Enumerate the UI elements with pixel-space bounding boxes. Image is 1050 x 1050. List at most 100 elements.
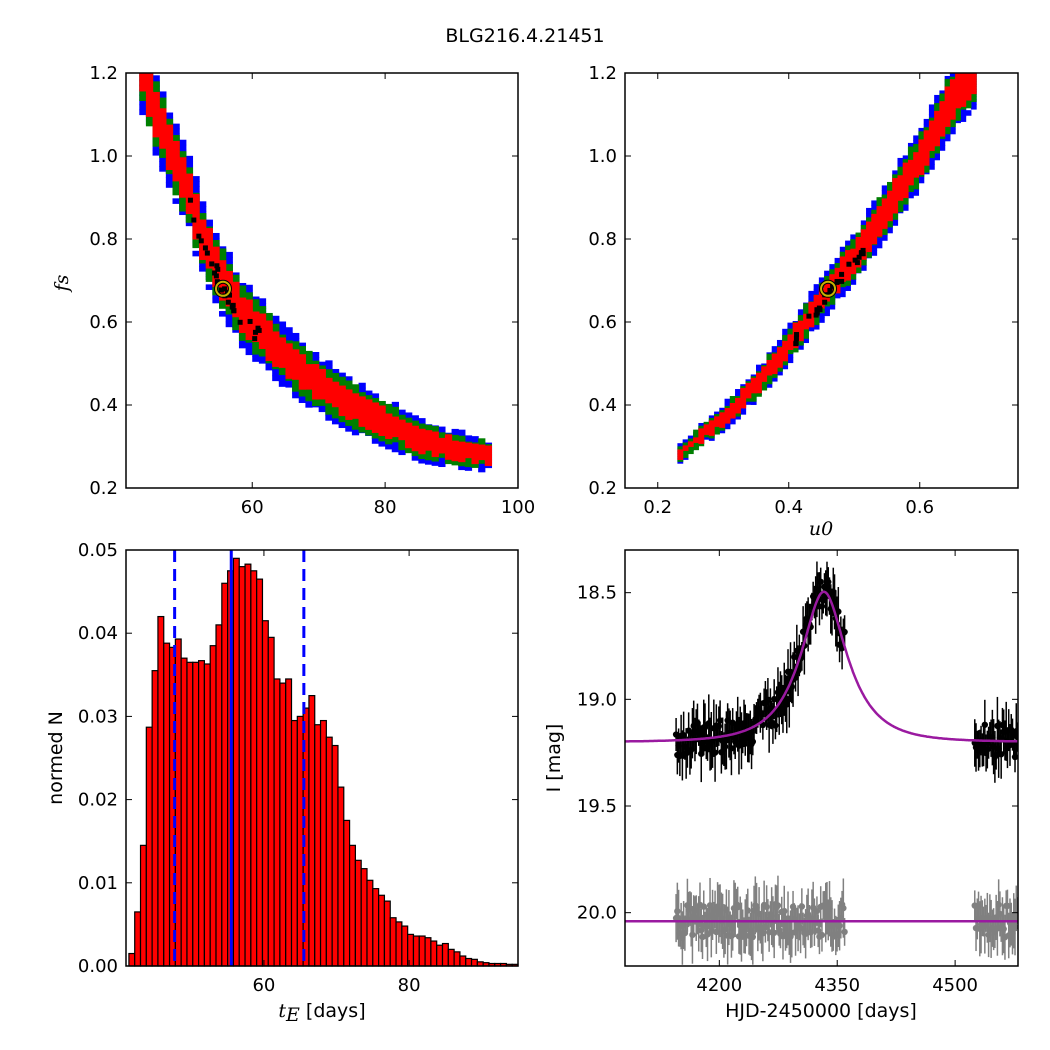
panel1-cell-green xyxy=(897,206,904,213)
panel0-cell-green xyxy=(391,436,400,443)
panel0-cell-black xyxy=(214,263,220,269)
panel1-cell-red xyxy=(949,89,956,95)
panel0-cell-red xyxy=(152,91,160,98)
panel0-cell-red xyxy=(351,393,360,399)
panel0-cell-green xyxy=(205,266,213,272)
panel1-cell-blue xyxy=(787,357,794,364)
panel0-cell-red xyxy=(358,396,366,402)
panel1-cell-red xyxy=(965,73,972,76)
panel0-cell-red xyxy=(484,460,493,467)
histogram-bar xyxy=(436,944,444,967)
panel0-cell-green xyxy=(159,152,167,158)
panel0-cell-red xyxy=(199,224,207,231)
panel0-cell-red xyxy=(444,449,453,455)
panel0-cell-red xyxy=(225,275,233,282)
panel1-cell-red xyxy=(782,350,789,357)
panel1-cell-blue xyxy=(824,310,830,317)
panel0-cell-red xyxy=(272,351,280,357)
panel0-cell-green xyxy=(371,398,380,404)
panel0-cell-blue xyxy=(225,321,233,328)
panel0-cell-blue xyxy=(331,418,340,425)
panel1-cell-blue xyxy=(881,190,888,196)
panel1-cell-black xyxy=(814,309,820,315)
panel1-cell-black xyxy=(793,340,799,346)
panel0-cell-blue xyxy=(438,456,446,463)
offset-data-point xyxy=(674,907,681,915)
offset-data-point xyxy=(759,930,767,937)
offset-data-point xyxy=(781,907,788,915)
panel0-cell-blue xyxy=(478,461,486,468)
panel0-cell-blue xyxy=(285,332,293,338)
primary-data-point xyxy=(711,749,719,756)
panel1-cell-blue xyxy=(766,382,773,388)
panel0-cell-red xyxy=(444,454,453,460)
histogram-bar xyxy=(256,578,264,967)
panel1-cell-green xyxy=(902,159,909,165)
panel0-cell-red xyxy=(378,425,386,432)
panel0-cell-green xyxy=(338,376,346,383)
primary-data-point xyxy=(770,695,778,703)
panel0-cell-blue xyxy=(258,298,267,304)
panel0-cell-red xyxy=(165,134,174,141)
panel1-cell-blue xyxy=(913,135,920,141)
histogram-bar xyxy=(465,957,473,967)
panel0-cell-blue xyxy=(471,436,479,442)
panel2-ytick-label: 0.05 xyxy=(78,540,118,561)
panel0-cell-red xyxy=(252,321,260,328)
panel0-cell-red xyxy=(292,364,300,370)
panel1-cell-red xyxy=(928,135,935,142)
panel1-cell-blue xyxy=(897,157,904,164)
panel0-cell-green xyxy=(345,385,353,392)
panel0-cell-blue xyxy=(278,331,287,338)
panel1-cell-green xyxy=(907,156,914,163)
panel0-cell-green xyxy=(312,360,320,367)
panel1-cell-red xyxy=(866,236,872,243)
panel1-cell-red xyxy=(834,282,841,289)
panel1-cell-green xyxy=(850,239,857,245)
panel1-cell-red xyxy=(965,89,972,96)
panel1-cell-green xyxy=(766,378,773,385)
panel0-cell-green xyxy=(358,392,366,398)
panel0-cell-blue xyxy=(464,435,473,441)
panel1-cell-red xyxy=(887,210,893,217)
panel0-cell-red xyxy=(358,416,366,422)
panel0-cell-green xyxy=(398,414,406,421)
panel1-cell-red xyxy=(960,91,967,97)
panel0-cell-green xyxy=(165,118,174,125)
panel0-cell-red xyxy=(385,428,393,435)
panel1-cell-red xyxy=(970,88,977,95)
panel1-cell-blue xyxy=(824,305,830,312)
panel1-cell-red xyxy=(934,135,940,142)
panel0-cell-green xyxy=(365,429,373,436)
panel1-cell-blue xyxy=(771,376,778,382)
panel0-cell-red xyxy=(232,286,240,293)
panel0-cell-red xyxy=(258,333,267,340)
panel1-cell-blue xyxy=(871,205,878,211)
panel0-cell-red xyxy=(385,423,393,430)
panel1-xtick-label: 0.4 xyxy=(774,497,803,518)
histogram-bar xyxy=(221,582,229,967)
panel1-cell-red xyxy=(771,353,778,360)
panel0-cell-red xyxy=(185,183,194,190)
panel0-cell-red xyxy=(444,439,453,445)
panel1-cell-red xyxy=(860,244,867,250)
offset-data-point xyxy=(770,929,778,936)
panel1-cell-red xyxy=(839,261,846,268)
panel1-cell-green xyxy=(907,151,914,158)
panel0-cell-red xyxy=(265,330,273,337)
panel0-cell-red xyxy=(165,139,174,146)
panel1-cell-blue xyxy=(735,389,741,395)
panel1-cell-blue xyxy=(839,291,846,298)
panel0-cell-red xyxy=(338,390,346,397)
panel0-cell-red xyxy=(159,143,167,149)
panel1-cell-blue xyxy=(813,284,820,290)
panel0-cell-blue xyxy=(338,422,346,429)
panel0-cell-red xyxy=(205,228,213,234)
histogram-bar xyxy=(186,661,194,967)
panel0-cell-green xyxy=(232,319,240,326)
panel0-cell-red xyxy=(478,454,486,461)
panel0-cell-red xyxy=(471,448,479,455)
panel0-cell-green xyxy=(212,239,220,246)
panel0-cell-red xyxy=(145,73,154,78)
panel0-cell-green xyxy=(298,351,306,357)
